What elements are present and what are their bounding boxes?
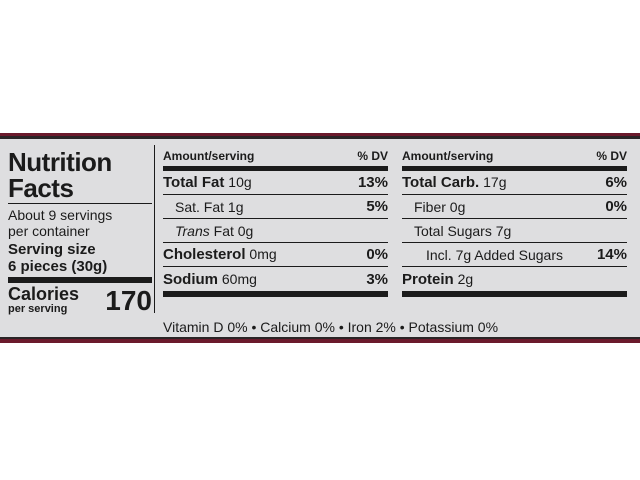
nutrient-row-sat-fat: Sat. Fat 1g 5% <box>163 195 388 219</box>
header-amount: Amount/serving <box>402 149 494 163</box>
nutrient-amount: 0g <box>237 222 254 239</box>
nutrient-dv: 6% <box>605 174 627 191</box>
serving-size-value: 6 pieces (30g) <box>8 258 108 275</box>
nutrient-dv: 0% <box>605 198 627 215</box>
nutrient-amount: 60mg <box>221 270 257 287</box>
nutrient-row-protein: Protein 2g <box>402 267 627 291</box>
nutrient-name-suffix: Fat <box>213 222 234 239</box>
nutrient-name: Sodium <box>163 270 218 288</box>
nutrient-dv: 13% <box>357 174 388 191</box>
serving-size-label: Serving size <box>8 241 96 258</box>
label-summary: Nutrition Facts About 9 servings per con… <box>8 145 152 315</box>
nutrient-row-trans-fat: Trans Fat 0g <box>163 219 388 243</box>
serving-size: Serving size 6 pieces (30g) <box>8 241 152 275</box>
nutrient-name: Cholesterol <box>163 246 246 263</box>
nutrient-table-right: Amount/serving % DV Total Carb. 17g 6% F… <box>402 149 627 297</box>
table-header: Amount/serving % DV <box>163 149 388 165</box>
header-dv: % DV <box>596 149 627 163</box>
label-title: Nutrition Facts <box>8 149 152 201</box>
nutrient-row-cholesterol: Cholesterol 0mg 0% <box>163 243 388 267</box>
nutrient-dv: 0% <box>366 246 388 263</box>
nutrient-name: Total Fat <box>163 174 225 191</box>
nutrient-amount: 0g <box>449 198 466 215</box>
nutrient-amount: 7g <box>495 222 512 239</box>
nutrient-row-total-carb: Total Carb. 17g 6% <box>402 171 627 195</box>
title-line-1: Nutrition <box>8 147 112 177</box>
calories-sub: per serving <box>8 303 68 315</box>
nutrient-amount: 2g <box>457 270 474 287</box>
calories-label: Calories <box>8 284 80 304</box>
nutrient-name: Sat. Fat <box>175 198 225 215</box>
nutrient-amount: 10g <box>228 174 252 190</box>
header-amount: Amount/serving <box>163 149 255 163</box>
rule <box>8 203 152 204</box>
nutrient-amount: 17g <box>483 174 507 190</box>
table-header: Amount/serving % DV <box>402 149 627 165</box>
nutrient-amount: 1g <box>227 198 244 215</box>
nutrient-name: Fiber <box>414 198 446 215</box>
nutrient-row-sodium: Sodium 60mg 3% <box>163 267 388 291</box>
vitamins-line: Vitamin D 0% • Calcium 0% • Iron 2% • Po… <box>163 319 499 335</box>
nutrient-amount: 0mg <box>249 246 277 262</box>
header-dv: % DV <box>357 149 388 163</box>
rule-thick <box>163 291 388 297</box>
nutrient-name: Total Carb. <box>402 174 480 191</box>
nutrient-table-left: Amount/serving % DV Total Fat 10g 13% Sa… <box>163 149 388 297</box>
nutrient-row-fiber: Fiber 0g 0% <box>402 195 627 219</box>
title-line-2: Facts <box>8 173 74 203</box>
nutrient-name: Trans <box>175 222 210 239</box>
nutrient-name: Total Sugars <box>414 222 492 239</box>
nutrient-row-total-sugars: Total Sugars 7g <box>402 219 627 243</box>
rule-thick <box>402 166 627 171</box>
column-divider <box>154 145 155 313</box>
nutrition-facts-label: Nutrition Facts About 9 servings per con… <box>0 136 640 339</box>
calories-value: 170 <box>105 285 152 316</box>
nutrient-row-added-sugars: Incl. 7g Added Sugars 14% <box>402 243 627 267</box>
nutrient-name: Incl. 7g Added Sugars <box>426 246 563 263</box>
nutrient-dv: 3% <box>366 270 388 288</box>
calories-row: Calories per serving 170 <box>8 285 152 315</box>
rule-thick <box>402 291 627 297</box>
nutrient-dv: 14% <box>596 246 627 263</box>
rule-thick <box>8 277 152 283</box>
nutrient-row-total-fat: Total Fat 10g 13% <box>163 171 388 195</box>
servings-line-1: About 9 servings <box>8 207 113 223</box>
nutrient-name: Protein <box>402 270 454 288</box>
servings-line-2: per container <box>8 223 90 239</box>
nutrient-dv: 5% <box>366 198 388 215</box>
servings-per-container: About 9 servings per container <box>8 207 152 239</box>
rule-thick <box>163 166 388 171</box>
